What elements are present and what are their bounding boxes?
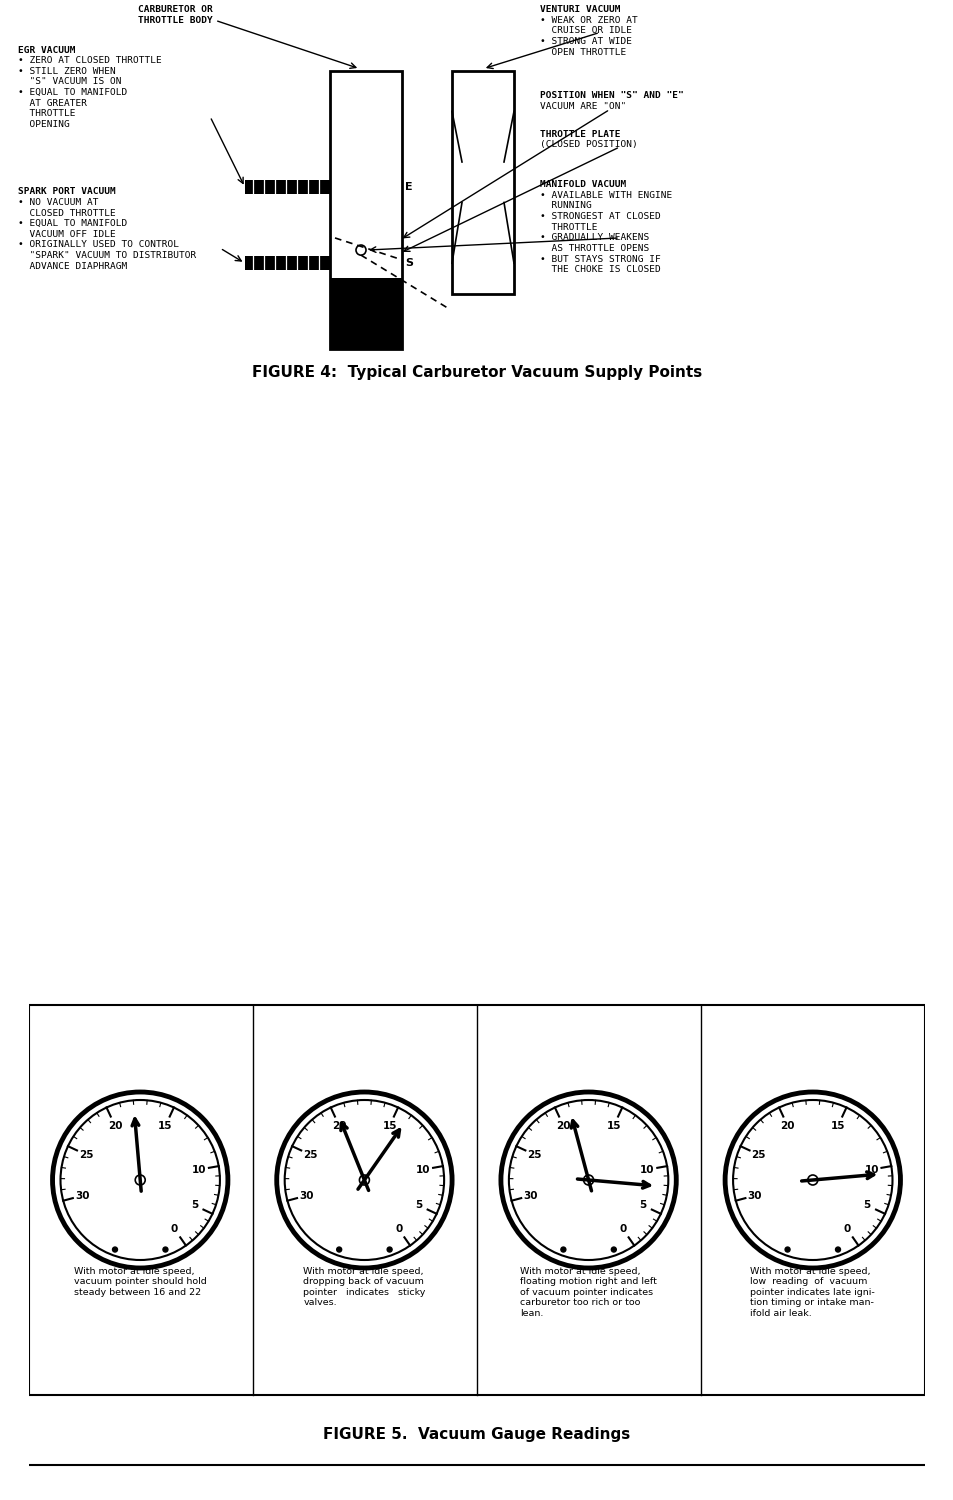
Text: 30: 30 (523, 1191, 537, 1200)
Circle shape (807, 1174, 817, 1185)
Text: • WEAK OR ZERO AT: • WEAK OR ZERO AT (539, 15, 638, 24)
Circle shape (60, 1100, 220, 1260)
Text: 20: 20 (780, 1120, 794, 1131)
Circle shape (112, 1246, 117, 1252)
Circle shape (359, 1174, 369, 1185)
Text: "S" VACUUM IS ON: "S" VACUUM IS ON (18, 78, 121, 87)
Circle shape (336, 1246, 341, 1252)
Circle shape (784, 1246, 789, 1252)
Bar (330, 70, 401, 350)
Bar (29, 1005, 924, 1395)
Circle shape (284, 1100, 444, 1260)
Text: 25: 25 (527, 1149, 541, 1160)
Text: 25: 25 (751, 1149, 765, 1160)
Text: 25: 25 (303, 1149, 317, 1160)
Text: 25: 25 (79, 1149, 93, 1160)
Text: (CLOSED POSITION): (CLOSED POSITION) (539, 140, 638, 148)
Text: POSITION WHEN "S" AND "E": POSITION WHEN "S" AND "E" (539, 92, 683, 100)
Text: • STRONG AT WIDE: • STRONG AT WIDE (539, 38, 631, 46)
Text: THROTTLE: THROTTLE (18, 110, 75, 118)
Circle shape (724, 1092, 900, 1268)
Text: • EQUAL TO MANIFOLD: • EQUAL TO MANIFOLD (18, 88, 127, 98)
Bar (452, 70, 514, 294)
Text: 0: 0 (395, 1224, 402, 1234)
Circle shape (387, 1246, 392, 1252)
Circle shape (583, 1174, 593, 1185)
Text: 10: 10 (192, 1164, 206, 1174)
Text: 30: 30 (75, 1191, 90, 1200)
Text: 20: 20 (556, 1120, 570, 1131)
Circle shape (560, 1246, 565, 1252)
Text: 5: 5 (415, 1200, 422, 1210)
Text: "SPARK" VACUUM TO DISTRIBUTOR: "SPARK" VACUUM TO DISTRIBUTOR (18, 251, 196, 260)
Text: FIGURE 5.  Vacuum Gauge Readings: FIGURE 5. Vacuum Gauge Readings (323, 1428, 630, 1443)
Text: AS THROTTLE OPENS: AS THROTTLE OPENS (539, 244, 649, 254)
Text: 5: 5 (862, 1200, 870, 1210)
Text: • GRADUALLY WEAKENS: • GRADUALLY WEAKENS (539, 234, 649, 243)
Circle shape (135, 1174, 145, 1185)
Text: EGR VACUUM: EGR VACUUM (18, 45, 75, 54)
Text: THROTTLE PLATE: THROTTLE PLATE (539, 129, 619, 138)
Text: 5: 5 (191, 1200, 198, 1210)
Circle shape (276, 1092, 452, 1268)
Text: OPENING: OPENING (18, 120, 70, 129)
Text: 15: 15 (158, 1120, 172, 1131)
Text: 15: 15 (382, 1120, 396, 1131)
Bar (245, 256, 330, 270)
Text: With motor at idle speed,
vacuum pointer should hold
steady between 16 and 22: With motor at idle speed, vacuum pointer… (73, 1268, 207, 1298)
Text: S: S (405, 258, 413, 268)
Text: VACUUM OFF IDLE: VACUUM OFF IDLE (18, 230, 115, 238)
Text: AT GREATER: AT GREATER (18, 99, 87, 108)
Circle shape (611, 1246, 616, 1252)
Text: OPEN THROTTLE: OPEN THROTTLE (539, 48, 625, 57)
Text: With motor at idle speed,
low  reading  of  vacuum
pointer indicates late igni-
: With motor at idle speed, low reading of… (750, 1268, 874, 1317)
Circle shape (355, 244, 366, 255)
Text: SPARK PORT VACUUM: SPARK PORT VACUUM (18, 188, 115, 196)
Text: MANIFOLD VACUUM: MANIFOLD VACUUM (539, 180, 625, 189)
Bar (330, 279, 401, 350)
Text: • ZERO AT CLOSED THROTTLE: • ZERO AT CLOSED THROTTLE (18, 56, 162, 64)
Text: VACUUM ARE "ON": VACUUM ARE "ON" (539, 102, 625, 111)
Text: 0: 0 (618, 1224, 626, 1234)
Text: 20: 20 (108, 1120, 122, 1131)
Text: CARBURETOR OR: CARBURETOR OR (137, 4, 213, 13)
Text: 30: 30 (299, 1191, 314, 1200)
Text: • BUT STAYS STRONG IF: • BUT STAYS STRONG IF (539, 255, 660, 264)
Text: With motor at idle speed,
floating motion right and left
of vacuum pointer indic: With motor at idle speed, floating motio… (519, 1268, 657, 1317)
Circle shape (163, 1246, 168, 1252)
Text: 30: 30 (747, 1191, 761, 1200)
Text: THROTTLE BODY: THROTTLE BODY (137, 16, 213, 26)
Text: 10: 10 (416, 1164, 430, 1174)
Text: 15: 15 (606, 1120, 620, 1131)
Text: 15: 15 (830, 1120, 844, 1131)
Text: 10: 10 (863, 1164, 878, 1174)
Text: • NO VACUUM AT: • NO VACUUM AT (18, 198, 98, 207)
Circle shape (508, 1100, 668, 1260)
Text: ADVANCE DIAPHRAGM: ADVANCE DIAPHRAGM (18, 261, 127, 270)
Text: • ORIGINALLY USED TO CONTROL: • ORIGINALLY USED TO CONTROL (18, 240, 179, 249)
Text: VENTURI VACUUM: VENTURI VACUUM (539, 4, 619, 13)
Circle shape (500, 1092, 676, 1268)
Text: • EQUAL TO MANIFOLD: • EQUAL TO MANIFOLD (18, 219, 127, 228)
Text: THE CHOKE IS CLOSED: THE CHOKE IS CLOSED (539, 266, 660, 274)
Text: 5: 5 (639, 1200, 646, 1210)
Text: 0: 0 (171, 1224, 178, 1234)
Text: RUNNING: RUNNING (539, 201, 591, 210)
Text: CRUISE OR IDLE: CRUISE OR IDLE (539, 27, 631, 36)
Text: • AVAILABLE WITH ENGINE: • AVAILABLE WITH ENGINE (539, 190, 672, 200)
Text: E: E (405, 183, 413, 192)
Text: 10: 10 (639, 1164, 654, 1174)
Circle shape (732, 1100, 892, 1260)
Text: 20: 20 (332, 1120, 346, 1131)
Circle shape (52, 1092, 228, 1268)
Bar (245, 180, 330, 195)
Text: FIGURE 4:  Typical Carburetor Vacuum Supply Points: FIGURE 4: Typical Carburetor Vacuum Supp… (252, 364, 701, 380)
Circle shape (835, 1246, 840, 1252)
Text: • STRONGEST AT CLOSED: • STRONGEST AT CLOSED (539, 211, 660, 220)
Text: THROTTLE: THROTTLE (539, 224, 597, 232)
Text: CLOSED THROTTLE: CLOSED THROTTLE (18, 209, 115, 218)
Text: 0: 0 (842, 1224, 850, 1234)
Text: With motor at idle speed,
dropping back of vacuum
pointer   indicates   sticky
v: With motor at idle speed, dropping back … (303, 1268, 425, 1306)
Text: • STILL ZERO WHEN: • STILL ZERO WHEN (18, 68, 115, 76)
